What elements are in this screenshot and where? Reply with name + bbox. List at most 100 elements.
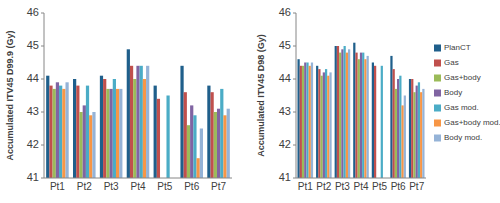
bar: Body mod. bbox=[146, 66, 149, 178]
bar: Gas+body bbox=[358, 59, 360, 178]
legend-label: Body mod. bbox=[444, 133, 482, 142]
bar: PlanCT bbox=[297, 59, 299, 178]
bar: Gas bbox=[318, 69, 320, 178]
bar: Body mod. bbox=[367, 56, 369, 178]
bar: Gas mod. bbox=[86, 86, 89, 178]
y-axis bbox=[44, 13, 45, 178]
bar: Body mod. bbox=[200, 129, 203, 179]
bar: Gas+body bbox=[395, 89, 397, 178]
bar: Body mod. bbox=[227, 109, 230, 178]
bar: Gas+body bbox=[79, 112, 82, 178]
bar: Gas mod. bbox=[325, 69, 327, 178]
chart-canvas: Accumulated ITV45 D99.9 (Gy)414243444546… bbox=[0, 0, 500, 203]
y-axis-label: Accumulated ITV45 D98 (Gy) bbox=[256, 34, 266, 157]
bar: Gas+body mod. bbox=[89, 115, 92, 178]
bar: Gas+body bbox=[53, 89, 56, 178]
bar: Gas+body bbox=[302, 66, 304, 178]
bar: Gas bbox=[337, 46, 339, 178]
bar: Gas mod. bbox=[399, 76, 401, 178]
category-label: Pt4 bbox=[130, 181, 145, 192]
bar: Body mod. bbox=[311, 63, 313, 179]
bar: Gas mod. bbox=[166, 96, 169, 179]
tick-label: 43 bbox=[279, 105, 291, 117]
bar: Gas+body mod. bbox=[401, 105, 403, 178]
bar: Body bbox=[341, 49, 343, 178]
tick-label: 43 bbox=[27, 105, 39, 117]
bar: PlanCT bbox=[353, 43, 355, 178]
bar: Body mod. bbox=[422, 89, 424, 178]
bar: Gas+body mod. bbox=[327, 76, 329, 178]
bar: Gas+body bbox=[106, 89, 109, 178]
legend-label: Gas mod. bbox=[444, 103, 479, 112]
tick-label: 42 bbox=[27, 138, 39, 150]
bar: Gas+body mod. bbox=[364, 59, 366, 178]
tick-label: 42 bbox=[279, 138, 291, 150]
bar: Gas bbox=[103, 79, 106, 178]
category-label: Pt4 bbox=[353, 181, 368, 192]
tick-label: 46 bbox=[279, 6, 291, 18]
bar: Gas+body bbox=[187, 125, 190, 178]
bar: Body bbox=[110, 89, 113, 178]
bar: PlanCT bbox=[180, 66, 183, 178]
bar: Gas bbox=[355, 53, 357, 178]
x-axis bbox=[44, 178, 232, 179]
category-label: Pt3 bbox=[335, 181, 350, 192]
bar: PlanCT bbox=[372, 63, 374, 179]
bar: Gas bbox=[300, 66, 302, 178]
bar: Body bbox=[217, 109, 220, 178]
bar: Body bbox=[83, 105, 86, 178]
bar: Gas mod. bbox=[113, 79, 116, 178]
legend-swatch bbox=[434, 45, 441, 52]
category-label: Pt6 bbox=[184, 181, 199, 192]
legend-label: Gas bbox=[444, 58, 459, 67]
tick-label: 44 bbox=[27, 72, 39, 84]
legend-swatch bbox=[434, 60, 441, 67]
bar: Gas bbox=[374, 66, 376, 178]
bar: Gas mod. bbox=[306, 63, 308, 179]
bar: Body bbox=[190, 105, 193, 178]
bar: PlanCT bbox=[390, 56, 392, 178]
bar: Gas+body bbox=[214, 112, 217, 178]
bar: Gas+body bbox=[339, 53, 341, 178]
bar: Body mod. bbox=[348, 49, 350, 178]
bar: PlanCT bbox=[46, 76, 49, 178]
bar: Gas mod. bbox=[381, 66, 383, 178]
bar: Gas+body mod. bbox=[223, 115, 226, 178]
bar: Gas mod. bbox=[418, 82, 420, 178]
bar: PlanCT bbox=[100, 76, 103, 178]
bar: Gas+body mod. bbox=[62, 89, 65, 178]
bar: Gas mod. bbox=[193, 115, 196, 178]
y-axis-label: Accumulated ITV45 D99.9 (Gy) bbox=[5, 30, 15, 160]
bar: Body mod. bbox=[404, 96, 406, 179]
bar: Body mod. bbox=[92, 112, 95, 178]
tick-label: 45 bbox=[279, 39, 291, 51]
bar: PlanCT bbox=[73, 79, 76, 178]
category-label: Pt7 bbox=[409, 181, 424, 192]
category-label: Pt1 bbox=[50, 181, 65, 192]
bar: Gas bbox=[211, 92, 214, 178]
legend-swatch bbox=[434, 90, 441, 97]
category-label: Pt6 bbox=[391, 181, 406, 192]
legend: PlanCTGasGas+bodyBodyGas mod.Gas+body mo… bbox=[434, 43, 500, 142]
bar: Gas+body mod. bbox=[309, 66, 311, 178]
bar: Body mod. bbox=[119, 89, 122, 178]
bar: Body mod. bbox=[65, 82, 68, 178]
category-label: Pt3 bbox=[104, 181, 119, 192]
bar: Gas bbox=[184, 92, 187, 178]
category-label: Pt7 bbox=[211, 181, 226, 192]
bar: Body bbox=[397, 79, 399, 178]
bar: Gas mod. bbox=[59, 86, 62, 178]
bar: Gas mod. bbox=[344, 46, 346, 178]
category-label: Pt2 bbox=[316, 181, 331, 192]
tick-label: 45 bbox=[27, 39, 39, 51]
bar: PlanCT bbox=[207, 86, 210, 178]
bar: Gas mod. bbox=[140, 66, 143, 178]
bar: Gas mod. bbox=[362, 53, 364, 178]
tick-label: 46 bbox=[27, 6, 39, 18]
bar: Gas bbox=[49, 86, 52, 178]
bars: PlanCTPlanCTPlanCTPlanCTPlanCTPlanCTPlan… bbox=[297, 43, 424, 178]
bar: Body bbox=[56, 82, 59, 178]
bar: PlanCT bbox=[316, 66, 318, 178]
bar: Gas+body bbox=[321, 76, 323, 178]
bar: PlanCT bbox=[335, 46, 337, 178]
